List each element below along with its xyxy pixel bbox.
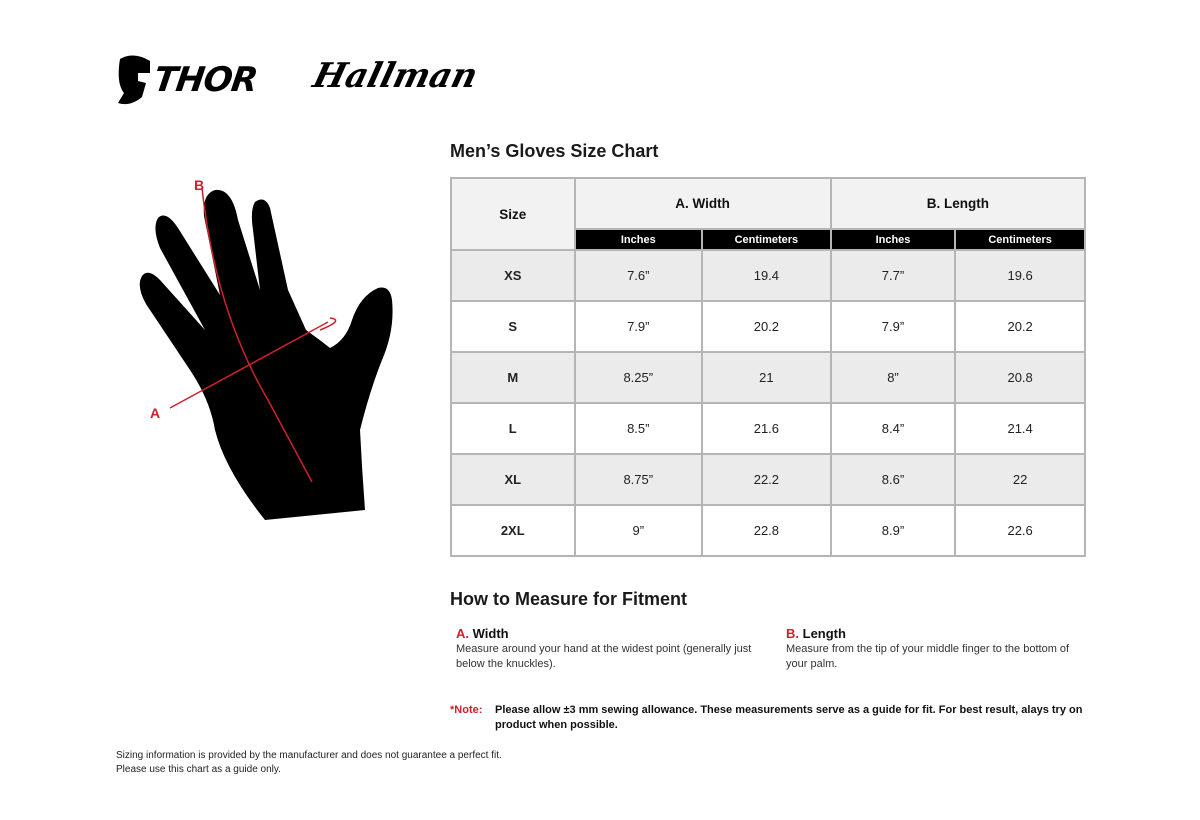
table-row: XS 7.6” 19.4 7.7” 19.6: [450, 249, 1086, 302]
thor-helmet-icon: [118, 55, 150, 105]
length-inches-cell: 7.9”: [829, 300, 957, 353]
header-length: B. Length: [829, 177, 1087, 230]
table-row: XL 8.75” 22.2 8.6” 22: [450, 453, 1086, 506]
size-cell: S: [450, 300, 576, 353]
width-cm-cell: 21: [701, 351, 832, 404]
width-title: Width: [472, 626, 509, 641]
size-cell: 2XL: [450, 504, 576, 557]
length-cm-cell: 19.6: [954, 249, 1086, 302]
hand-diagram: B A: [139, 177, 393, 520]
width-inches-cell: 7.9”: [573, 300, 704, 353]
width-inches-cell: 8.5”: [573, 402, 704, 455]
size-cell: XL: [450, 453, 576, 506]
hallman-logo: Hallman: [309, 56, 482, 96]
width-cm-cell: 22.8: [701, 504, 832, 557]
length-inches-cell: 8.9”: [829, 504, 957, 557]
length-inches-cell: 8.6”: [829, 453, 957, 506]
width-cm-cell: 21.6: [701, 402, 832, 455]
note-text: Please allow ±3 mm sewing allowance. The…: [495, 704, 1083, 731]
measure-title: How to Measure for Fitment: [450, 589, 688, 609]
width-description: Measure around your hand at the widest p…: [456, 643, 752, 670]
header-width-cm: Centimeters: [701, 228, 832, 251]
width-line: [169, 321, 329, 409]
length-line: [201, 187, 313, 483]
size-cell: L: [450, 402, 576, 455]
length-cm-cell: 21.4: [954, 402, 1086, 455]
disclaimer-line-2: Please use this chart as a guide only.: [116, 764, 281, 775]
size-cell: M: [450, 351, 576, 404]
width-cm-cell: 22.2: [701, 453, 832, 506]
thor-logo-text: THOR: [151, 60, 260, 100]
length-cm-cell: 20.2: [954, 300, 1086, 353]
width-letter: A.: [456, 626, 469, 641]
measure-width: A. Width Measure around your hand at the…: [456, 626, 766, 672]
header-width-inches: Inches: [573, 228, 704, 251]
table-row: L 8.5” 21.6 8.4” 21.4: [450, 402, 1086, 455]
length-cm-cell: 20.8: [954, 351, 1086, 404]
table-row: 2XL 9” 22.8 8.9” 22.6: [450, 504, 1086, 557]
length-letter: B.: [786, 626, 799, 641]
label-a: A: [150, 405, 160, 421]
header-width: A. Width: [573, 177, 832, 230]
length-cm-cell: 22.6: [954, 504, 1086, 557]
length-description: Measure from the tip of your middle fing…: [786, 643, 1070, 670]
header-length-inches: Inches: [829, 228, 957, 251]
disclaimer: Sizing information is provided by the ma…: [116, 749, 502, 777]
note-label: *Note:: [450, 704, 483, 716]
table-row: S 7.9” 20.2 7.9” 20.2: [450, 300, 1086, 353]
width-inches-cell: 7.6”: [573, 249, 704, 302]
width-cm-cell: 19.4: [701, 249, 832, 302]
header-size: Size: [450, 177, 576, 251]
width-inches-cell: 8.75”: [573, 453, 704, 506]
label-b: B: [194, 177, 204, 193]
table-row: M 8.25” 21 8” 20.8: [450, 351, 1086, 404]
length-inches-cell: 8”: [829, 351, 957, 404]
header-length-cm: Centimeters: [954, 228, 1086, 251]
length-title: Length: [802, 626, 846, 641]
size-chart-table: Size A. Width B. Length Inches Centimete…: [450, 177, 1087, 557]
width-inches-cell: 9”: [573, 504, 704, 557]
length-inches-cell: 8.4”: [829, 402, 957, 455]
width-inches-cell: 8.25”: [573, 351, 704, 404]
length-inches-cell: 7.7”: [829, 249, 957, 302]
length-cm-cell: 22: [954, 453, 1086, 506]
width-cm-cell: 20.2: [701, 300, 832, 353]
thor-logo: THOR: [116, 52, 260, 108]
size-cell: XS: [450, 249, 576, 302]
size-chart-title: Men’s Gloves Size Chart: [450, 141, 659, 161]
disclaimer-line-1: Sizing information is provided by the ma…: [116, 750, 502, 761]
note: *Note: Please allow ±3 mm sewing allowan…: [450, 703, 1090, 733]
measure-length: B. Length Measure from the tip of your m…: [786, 626, 1086, 672]
